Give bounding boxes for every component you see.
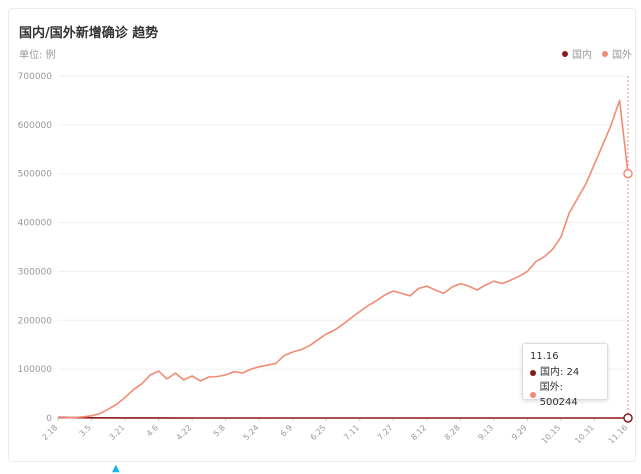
y-tick-label: 500000: [18, 170, 53, 180]
x-tick-label: 5.24: [242, 423, 261, 442]
chart-title: 国内/国外新增确诊 趋势: [19, 26, 159, 41]
y-tick-label: 700000: [18, 72, 53, 82]
x-tick-label: 7.11: [342, 423, 361, 442]
tooltip-dot-domestic: [530, 369, 536, 376]
x-tick-label: 9.29: [510, 423, 529, 442]
x-tick-label: 3.5: [78, 423, 93, 438]
y-tick-label: 0: [46, 414, 52, 424]
y-tick-label: 200000: [18, 316, 53, 326]
x-tick-label: 6.9: [279, 423, 294, 438]
unit-label: 单位: 例: [19, 50, 56, 61]
x-tick-label: 10.31: [573, 423, 596, 446]
x-tick-label: 8.28: [443, 423, 462, 442]
tooltip-value-domestic: 国内: 24: [540, 367, 580, 378]
x-tick-label: 5.8: [212, 423, 227, 438]
x-tick-label: 9.13: [476, 423, 495, 442]
x-tick-label: 6.25: [309, 423, 328, 442]
hover-point-foreign: [623, 168, 633, 179]
x-tick-label: 3.21: [108, 423, 127, 442]
x-tick-label: 2.18: [40, 423, 59, 442]
tooltip: 11.16 国内: 24 国外: 500244: [522, 343, 608, 408]
tooltip-row-domestic: 国内: 24: [530, 365, 600, 380]
x-tick-label: 10.15: [540, 423, 563, 446]
y-tick-label: 300000: [18, 267, 53, 277]
legend-label-foreign: 国外: [612, 50, 632, 61]
x-tick-label: 7.27: [376, 423, 395, 442]
x-tick-label: 4.22: [175, 423, 194, 442]
y-tick-label: 100000: [18, 365, 53, 375]
legend-dot-foreign: [602, 50, 608, 57]
tooltip-date: 11.16: [530, 351, 559, 362]
legend-item-foreign[interactable]: 国外: [602, 46, 632, 61]
tooltip-row-foreign: 国外: 500244: [530, 380, 600, 410]
legend: 国内 国外: [562, 46, 632, 61]
legend-dot-domestic: [562, 50, 568, 57]
hover-point-domestic: [623, 413, 633, 423]
series-line-domestic: [57, 416, 628, 419]
x-tick-label: 8.12: [409, 423, 428, 442]
legend-label-domestic: 国内: [572, 50, 592, 61]
x-tick-label: 4.6: [145, 423, 160, 438]
x-tick-label: 11.16: [607, 423, 630, 446]
series-line-foreign: [57, 99, 629, 419]
tooltip-dot-foreign: [530, 392, 536, 398]
up-arrow-icon: ▲: [112, 463, 120, 474]
y-tick-label: 600000: [18, 121, 53, 131]
legend-item-domestic[interactable]: 国内: [562, 46, 592, 61]
y-tick-label: 400000: [18, 219, 53, 229]
tooltip-value-foreign: 国外: 500244: [539, 382, 578, 408]
